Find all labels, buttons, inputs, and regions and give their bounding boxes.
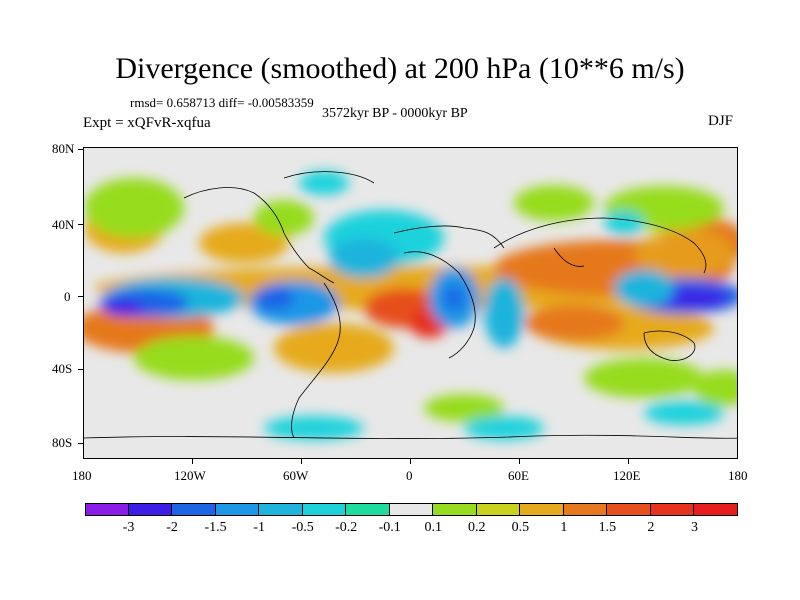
colorbar-segment [476,503,521,516]
colorbar-label: 0.5 [511,520,530,535]
season-text: DJF [708,113,734,129]
colorbar-label: 1.5 [598,520,617,535]
colorbar-segment [215,503,260,516]
x-tick-60e [519,459,520,464]
x-axis-label-120e: 120E [613,468,641,483]
colorbar-segment [607,503,651,516]
colorbar-segment [259,503,303,516]
x-tick-120w [192,459,193,464]
plot-title: Divergence (smoothed) at 200 hPa (10**6 … [115,52,685,85]
colorbar-label: 0.1 [424,520,443,535]
x-axis-label-60e: 60E [508,468,529,483]
colorbar-segment [85,503,129,516]
colorbar-segment [694,503,738,516]
colorbar-label: -1.5 [204,520,227,535]
x-axis-label-120w: 120W [174,468,206,483]
colorbar-label: 1 [560,520,568,535]
y-tick-0 [78,296,83,297]
colorbar-segment [172,503,216,516]
y-axis-label-0: 0 [64,289,71,304]
y-axis-label-40s: 40S [52,361,73,376]
x-tick-0 [410,459,411,464]
divergence-map [84,148,737,458]
y-tick-40s [78,369,83,370]
colorbar-segment [433,503,477,516]
stats-text: rmsd= 0.658713 diff= -0.00583359 [130,95,314,110]
x-axis-label-180w: 180 [72,468,92,483]
y-axis-label-80s: 80S [52,435,73,450]
y-tick-40n [78,224,83,225]
colorbar-label: -3 [122,520,135,535]
experiment-text: Expt = xQFvR-xqfua [83,115,211,131]
y-axis-label-40n: 40N [52,217,75,232]
colorbar-border [85,503,738,516]
colorbar-label: -0.2 [335,520,358,535]
period-text: 3572kyr BP - 0000kyr BP [322,106,468,121]
colorbar-label: -1 [253,520,265,535]
colorbar-segment [563,503,608,516]
colorbar-segment [650,503,695,516]
colorbar-segment [346,503,390,516]
x-tick-120e [628,459,629,464]
colorbar-segment [520,503,564,516]
colorbar-label: 3 [690,520,698,535]
colorbar-segment [389,503,434,516]
colorbar-label: -0.5 [291,520,314,535]
colorbar [85,503,738,516]
x-axis-label-60w: 60W [283,468,309,483]
y-axis-label-80n: 80N [52,141,75,156]
x-axis-label-0: 0 [406,468,413,483]
colorbar-segment [302,503,347,516]
x-tick-60w [301,459,302,464]
x-axis-label-180e: 180 [728,468,748,483]
colorbar-label: 2 [647,520,655,535]
y-tick-80s [78,443,83,444]
y-tick-80n [78,149,83,150]
colorbar-label: -2 [166,520,178,535]
colorbar-label: -0.1 [378,520,401,535]
map-panel [83,147,738,459]
colorbar-label: 0.2 [468,520,486,535]
colorbar-segment [128,503,173,516]
